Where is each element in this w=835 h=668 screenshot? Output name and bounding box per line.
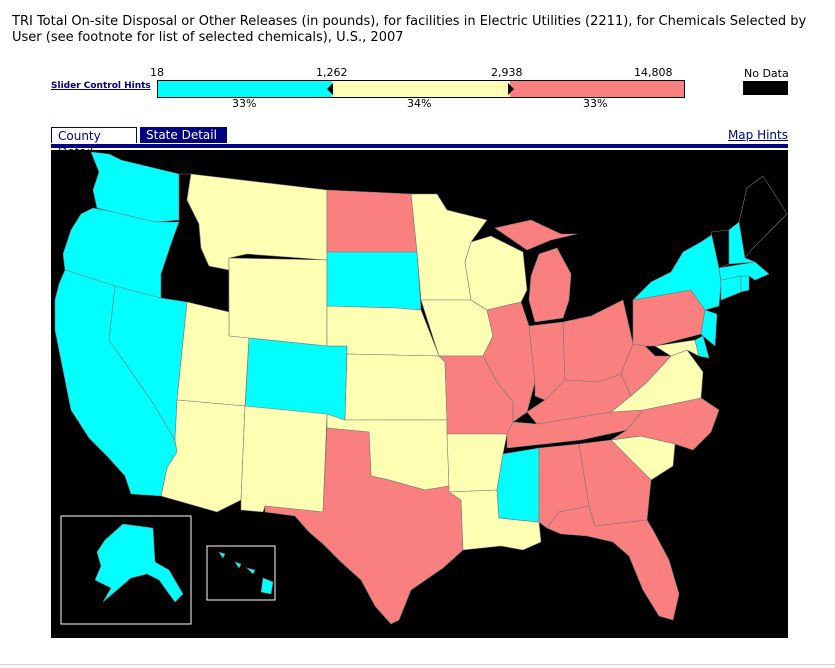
state-ma[interactable] [718, 261, 770, 281]
slider-handle-left[interactable] [327, 83, 333, 95]
slider-segment-high [510, 81, 684, 97]
slider-pct-low: 33% [232, 97, 257, 110]
us-state-map [51, 150, 788, 638]
page-title: TRI Total On-site Disposal or Other Rele… [12, 14, 807, 45]
state-tx[interactable] [264, 427, 464, 625]
slider-segment-low [158, 81, 332, 97]
alaska-inset-frame [60, 515, 192, 625]
slider-tick-min: 18 [150, 66, 164, 79]
range-slider[interactable] [157, 80, 685, 98]
map-svg [54, 151, 788, 625]
state-nj[interactable] [700, 309, 718, 347]
state-sd[interactable] [326, 251, 422, 311]
slider-tick-2: 2,938 [491, 66, 523, 79]
state-mi[interactable] [494, 219, 578, 323]
state-ms[interactable] [496, 447, 540, 523]
state-hi[interactable] [218, 551, 274, 595]
state-de[interactable] [694, 335, 710, 359]
state-wi[interactable] [464, 235, 528, 311]
no-data-swatch [743, 81, 788, 95]
slider-pct-mid: 34% [407, 97, 432, 110]
tab-underline [51, 144, 788, 148]
no-data-label: No Data [744, 67, 789, 80]
state-nd[interactable] [326, 189, 418, 253]
state-me[interactable] [738, 175, 788, 259]
state-fl[interactable] [546, 505, 680, 621]
slider-tick-max: 14,808 [634, 66, 673, 79]
slider-control-hints-link[interactable]: Slider Control Hints [51, 81, 151, 91]
state-ri[interactable] [740, 275, 750, 293]
slider-tick-1: 1,262 [316, 66, 348, 79]
state-mt[interactable] [186, 173, 328, 271]
tab-state-detail[interactable]: State Detail [140, 127, 227, 143]
state-nh[interactable] [728, 221, 756, 265]
state-md[interactable] [654, 339, 700, 357]
tab-county-detail[interactable]: County Detail [51, 127, 137, 159]
state-nm[interactable] [240, 405, 328, 513]
footer-rule [0, 664, 835, 665]
slider-segment-mid [331, 81, 511, 97]
slider-handle-right[interactable] [508, 83, 514, 95]
state-wy[interactable] [228, 257, 328, 347]
state-ak[interactable] [94, 523, 184, 603]
slider-pct-high: 33% [583, 97, 608, 110]
tab-bar: County Detail State Detail Map Hints [51, 127, 788, 159]
map-hints-link[interactable]: Map Hints [727, 128, 788, 142]
state-ks[interactable] [344, 353, 448, 421]
hawaii-inset-frame [206, 545, 276, 601]
